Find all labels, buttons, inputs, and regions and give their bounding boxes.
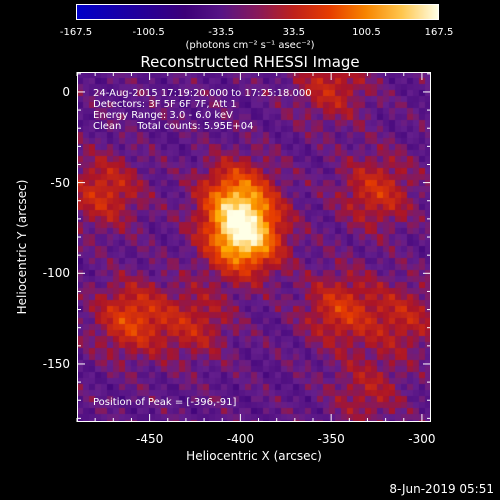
x-tick-label: -300 [408, 432, 436, 446]
clean-counts-label: Clean Total counts: 5.95E+04 [93, 121, 254, 132]
y-axis-label: Heliocentric Y (arcsec) [15, 179, 29, 315]
y-tick-label: -50 [50, 175, 70, 190]
time-range: 24-Aug-2015 17:19:20.000 to 17:25:18.000 [93, 88, 312, 99]
colorbar-tick-label: -167.5 [59, 27, 93, 38]
x-tick-label: -350 [317, 432, 345, 446]
colorbar-tick-label: 167.5 [424, 27, 454, 38]
footer-date: 8-Jun-2019 05:51 [389, 482, 494, 496]
detectors-label: Detectors: 3F 5F 6F 7F, Att 1 [93, 99, 237, 110]
y-tick-label: -150 [42, 356, 70, 371]
colorbar-tick-label: 33.5 [282, 27, 305, 38]
peak-position-label: Position of Peak = [-396,-91] [93, 397, 237, 408]
colorbar-tick-label: -33.5 [208, 27, 235, 38]
colorbar [76, 4, 439, 20]
x-tick-label: -400 [226, 432, 254, 446]
colorbar-tick-label: 100.5 [352, 27, 381, 38]
x-axis-label: Heliocentric X (arcsec) [186, 449, 322, 463]
y-tick-label: 0 [62, 84, 70, 99]
heatmap-image [77, 72, 431, 422]
colorbar-units: (photons cm⁻² s⁻¹ asec⁻²) [185, 40, 315, 51]
energy-range-label: Energy Range: 3.0 - 6.0 keV [93, 110, 233, 121]
x-tick-label: -450 [135, 432, 164, 446]
y-tick-label: -100 [42, 266, 70, 281]
chart-title: Reconstructed RHESSI Image [140, 53, 360, 71]
colorbar-tick-label: -100.5 [132, 27, 165, 38]
